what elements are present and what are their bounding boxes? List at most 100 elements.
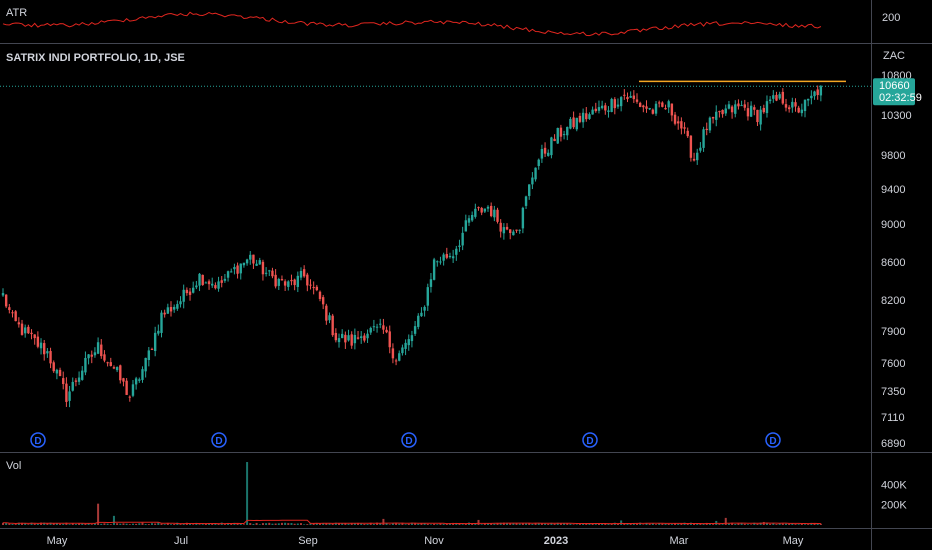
- volume-bar: [287, 523, 290, 525]
- volume-bar: [214, 523, 217, 525]
- volume-bar: [90, 524, 93, 525]
- candle-body: [496, 209, 499, 222]
- candle-body: [515, 229, 518, 231]
- price-tick-label: 8200: [881, 295, 905, 307]
- candle-body: [426, 287, 429, 306]
- volume-bar: [534, 523, 537, 525]
- volume-bar: [626, 523, 629, 525]
- candle-body: [372, 326, 376, 328]
- volume-bar: [192, 524, 195, 525]
- dividend-icon[interactable]: [30, 432, 46, 448]
- candle-body: [375, 326, 379, 328]
- volume-bar: [328, 523, 331, 525]
- volume-bar: [138, 523, 141, 525]
- candle-body: [160, 312, 163, 333]
- candle-body: [17, 322, 21, 325]
- dividend-icon[interactable]: [211, 432, 227, 448]
- candle-body: [369, 327, 372, 333]
- volume-bar: [775, 524, 778, 525]
- candle-body: [816, 89, 819, 96]
- candle-body: [455, 248, 458, 255]
- candle-body: [382, 325, 385, 330]
- price-tick-label: 9400: [881, 184, 905, 196]
- dividend-icon[interactable]: [582, 432, 598, 448]
- candle-body: [119, 365, 122, 381]
- price-axis-ticks: 1080010300980094009000860082007900760073…: [881, 70, 912, 450]
- volume-bar: [563, 522, 566, 525]
- candle-body: [236, 265, 239, 274]
- candle-body: [680, 121, 683, 129]
- volume-bar: [2, 522, 4, 525]
- volume-bar: [731, 522, 734, 525]
- volume-bar: [131, 523, 134, 525]
- candle-body: [214, 285, 217, 289]
- volume-bar: [655, 524, 658, 525]
- candle-body: [724, 108, 727, 114]
- candle-body: [708, 117, 712, 131]
- volume-bar: [299, 523, 302, 525]
- volume-bar: [309, 523, 312, 525]
- candle-body: [737, 103, 740, 107]
- candle-body: [467, 218, 471, 223]
- candle-body: [407, 339, 410, 346]
- candle-body: [781, 91, 785, 104]
- time-tick-label: May: [47, 535, 68, 547]
- candle-body: [483, 208, 487, 212]
- volume-bar: [686, 523, 689, 525]
- candle-body: [309, 284, 312, 286]
- volume-bar: [699, 523, 702, 525]
- volume-bar: [788, 523, 791, 525]
- candle-body: [385, 329, 388, 333]
- candle-body: [800, 109, 804, 114]
- candle-body: [14, 311, 17, 322]
- time-tick-label: 2023: [544, 535, 568, 547]
- volume-bar: [398, 523, 401, 525]
- candle-body: [607, 110, 610, 112]
- candle-body: [711, 116, 715, 119]
- candle-body: [211, 283, 214, 286]
- volume-bar: [547, 523, 550, 525]
- candle-body: [74, 380, 78, 382]
- dividend-label: D: [34, 436, 41, 447]
- candle-body: [350, 334, 353, 346]
- candle-body: [657, 102, 661, 104]
- dividend-icon[interactable]: [401, 432, 417, 448]
- candle-body: [207, 281, 211, 285]
- volume-bar: [119, 523, 122, 525]
- candle-body: [150, 348, 154, 350]
- volume-bar: [322, 523, 325, 525]
- candle-body: [36, 336, 40, 347]
- candle-body: [46, 351, 49, 354]
- candle-body: [271, 270, 274, 277]
- candle-body: [277, 278, 280, 286]
- candle-body: [619, 97, 623, 107]
- volume-bar: [436, 524, 439, 525]
- candle-body: [283, 281, 287, 286]
- candle-body: [353, 334, 357, 344]
- volume-bar: [740, 522, 743, 525]
- volume-bar: [464, 523, 467, 525]
- volume-bar: [341, 522, 344, 525]
- candle-body: [787, 107, 791, 110]
- volume-bar: [769, 523, 772, 525]
- candle-body: [696, 152, 699, 161]
- candle-body: [740, 105, 743, 107]
- candle-body: [144, 357, 147, 372]
- candle-body: [261, 261, 265, 275]
- atr-line: [2, 11, 822, 37]
- candle-body: [49, 351, 52, 364]
- volume-bar: [807, 524, 810, 525]
- volume-bar: [391, 523, 394, 525]
- candle-body: [391, 348, 395, 359]
- volume-bar: [493, 523, 496, 525]
- candle-body: [562, 134, 566, 136]
- volume-axis-ticks: 400K 200K: [881, 479, 907, 511]
- volume-bar: [84, 523, 87, 525]
- volume-bar: [182, 523, 185, 525]
- dividend-icon[interactable]: [765, 432, 781, 448]
- volume-bar: [433, 523, 436, 525]
- candle-body: [125, 380, 128, 395]
- candle-body: [432, 259, 436, 280]
- candle-body: [429, 279, 433, 287]
